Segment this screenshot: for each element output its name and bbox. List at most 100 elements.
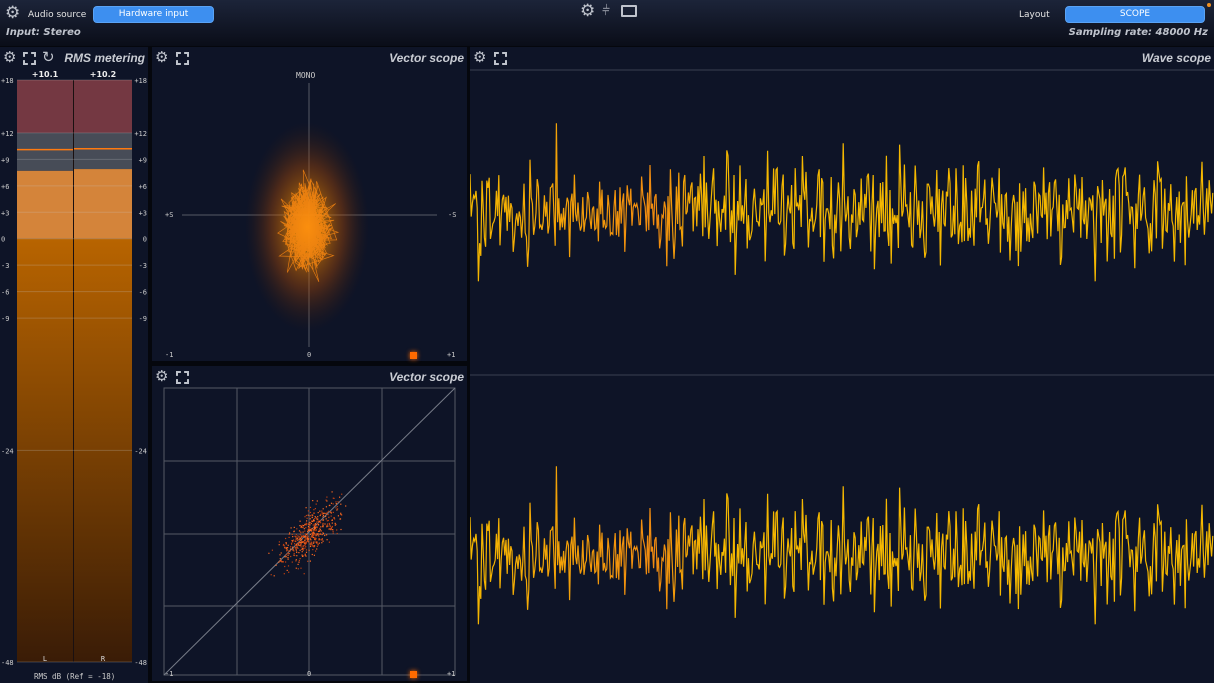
reset-icon[interactable]: ↻ (42, 48, 55, 66)
scatter-point (313, 541, 315, 543)
scatter-point (316, 533, 318, 535)
scatter-point (309, 524, 311, 526)
scatter-point (287, 544, 289, 546)
scatter-point (304, 516, 306, 518)
scatter-point (317, 530, 320, 533)
scatter-point (293, 554, 295, 556)
scale-tick: -24 (1, 447, 14, 455)
scatter-point (312, 533, 314, 535)
scatter-point (292, 549, 294, 551)
scatter-point (307, 531, 309, 533)
scatter-point (316, 527, 318, 529)
scatter-point (296, 547, 298, 549)
scatter-point (299, 542, 301, 544)
scatter-point (304, 540, 306, 542)
scatter-point (268, 552, 270, 554)
scatter-point (300, 542, 302, 544)
scatter-point (317, 523, 319, 525)
scatter-point (300, 546, 302, 548)
scatter-point (284, 556, 286, 558)
scale-tick: 0 (1, 236, 5, 244)
scatter-point (326, 511, 328, 513)
scale-tick: -3 (1, 262, 9, 270)
gear-icon[interactable]: ⚙ (155, 367, 169, 385)
scatter-point (293, 550, 295, 552)
scatter-point (332, 530, 334, 532)
scatter-point (328, 528, 330, 530)
scatter-point (289, 548, 292, 550)
scatter-point (314, 527, 316, 529)
scatter-point (306, 533, 308, 535)
scatter-point (315, 526, 317, 529)
scatter-point (315, 535, 317, 537)
scatter-point (303, 545, 305, 547)
audio-source-gear-icon[interactable]: ⚙ (5, 4, 21, 22)
settings-gear-icon[interactable]: ⚙ (580, 2, 596, 20)
scatter-point (317, 544, 319, 546)
vector-scope-plot (163, 387, 456, 676)
scatter-point (313, 527, 316, 529)
scatter-point (319, 520, 321, 522)
warn-zone (17, 132, 73, 171)
scatter-point (309, 545, 312, 547)
scatter-point (318, 520, 320, 522)
scatter-point (313, 542, 315, 544)
scatter-point (334, 522, 336, 524)
scatter-point (331, 525, 333, 528)
scatter-point (301, 535, 303, 537)
scatter-point (319, 510, 321, 512)
scatter-point (300, 544, 302, 546)
over-zone (74, 80, 132, 133)
scatter-point (330, 515, 332, 517)
scatter-point (307, 539, 309, 541)
scatter-point (312, 536, 314, 539)
fullscreen-icon[interactable] (176, 52, 189, 65)
fullscreen-icon[interactable] (23, 52, 36, 65)
scatter-point (345, 505, 347, 507)
scatter-point (296, 545, 298, 547)
scatter-point (286, 550, 288, 552)
mixer-sliders-icon[interactable]: ⫩ (602, 3, 611, 19)
scatter-point (328, 516, 330, 518)
scatter-point (335, 501, 337, 503)
scatter-point (303, 548, 305, 550)
axis-min-label: -1 (165, 351, 174, 359)
scatter-point (322, 525, 324, 527)
gear-icon[interactable]: ⚙ (473, 48, 487, 66)
scatter-point (307, 528, 309, 531)
scatter-point (296, 543, 298, 545)
scatter-point (326, 539, 328, 541)
audio-source-button[interactable]: Hardware input (93, 6, 214, 23)
scatter-point (302, 545, 304, 547)
scatter-point (320, 526, 322, 528)
gear-icon[interactable]: ⚙ (3, 48, 17, 66)
scatter-point (290, 555, 292, 558)
scatter-point (309, 526, 311, 528)
scatter-point (295, 534, 297, 536)
scatter-point (320, 530, 322, 532)
scatter-point (313, 509, 315, 511)
scale-tick: -3 (139, 262, 147, 270)
scatter-point (306, 537, 308, 539)
scatter-point (288, 533, 290, 535)
gear-icon[interactable]: ⚙ (155, 48, 169, 66)
scatter-point (319, 527, 321, 529)
scatter-point (311, 516, 313, 518)
scatter-point (286, 549, 288, 551)
scatter-point (327, 510, 330, 512)
scatter-point (313, 520, 315, 522)
fullscreen-icon[interactable] (176, 371, 189, 384)
scatter-point (333, 517, 335, 519)
scatter-point (319, 529, 321, 531)
scatter-point (302, 531, 304, 533)
scale-tick: +6 (139, 183, 147, 191)
scatter-point (325, 499, 327, 501)
fullscreen-icon[interactable] (494, 52, 507, 65)
layout-button[interactable]: SCOPE (1065, 6, 1205, 23)
scatter-point (334, 524, 336, 526)
scatter-point (296, 551, 298, 553)
scale-tick: -9 (139, 315, 147, 323)
scatter-point (314, 516, 316, 518)
scatter-point (304, 530, 306, 532)
scope-view-icon[interactable] (621, 5, 637, 17)
